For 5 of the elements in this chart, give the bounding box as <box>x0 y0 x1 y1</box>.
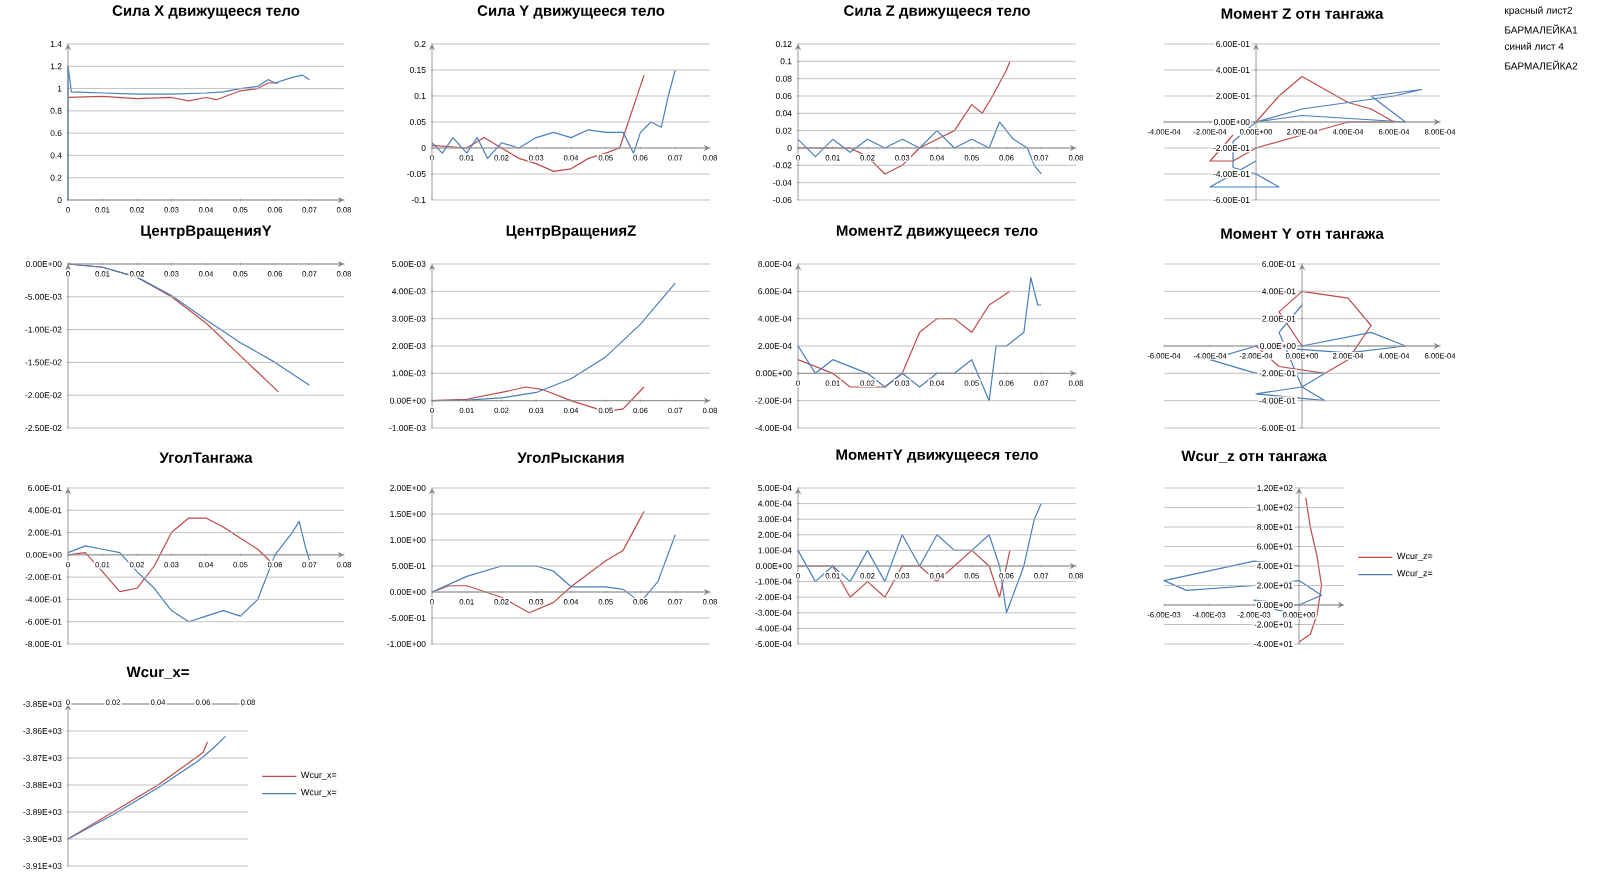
line-series <box>67 82 280 102</box>
line-series <box>431 510 645 614</box>
line-series <box>431 69 676 159</box>
line-series <box>431 74 645 172</box>
line-series <box>67 735 227 840</box>
